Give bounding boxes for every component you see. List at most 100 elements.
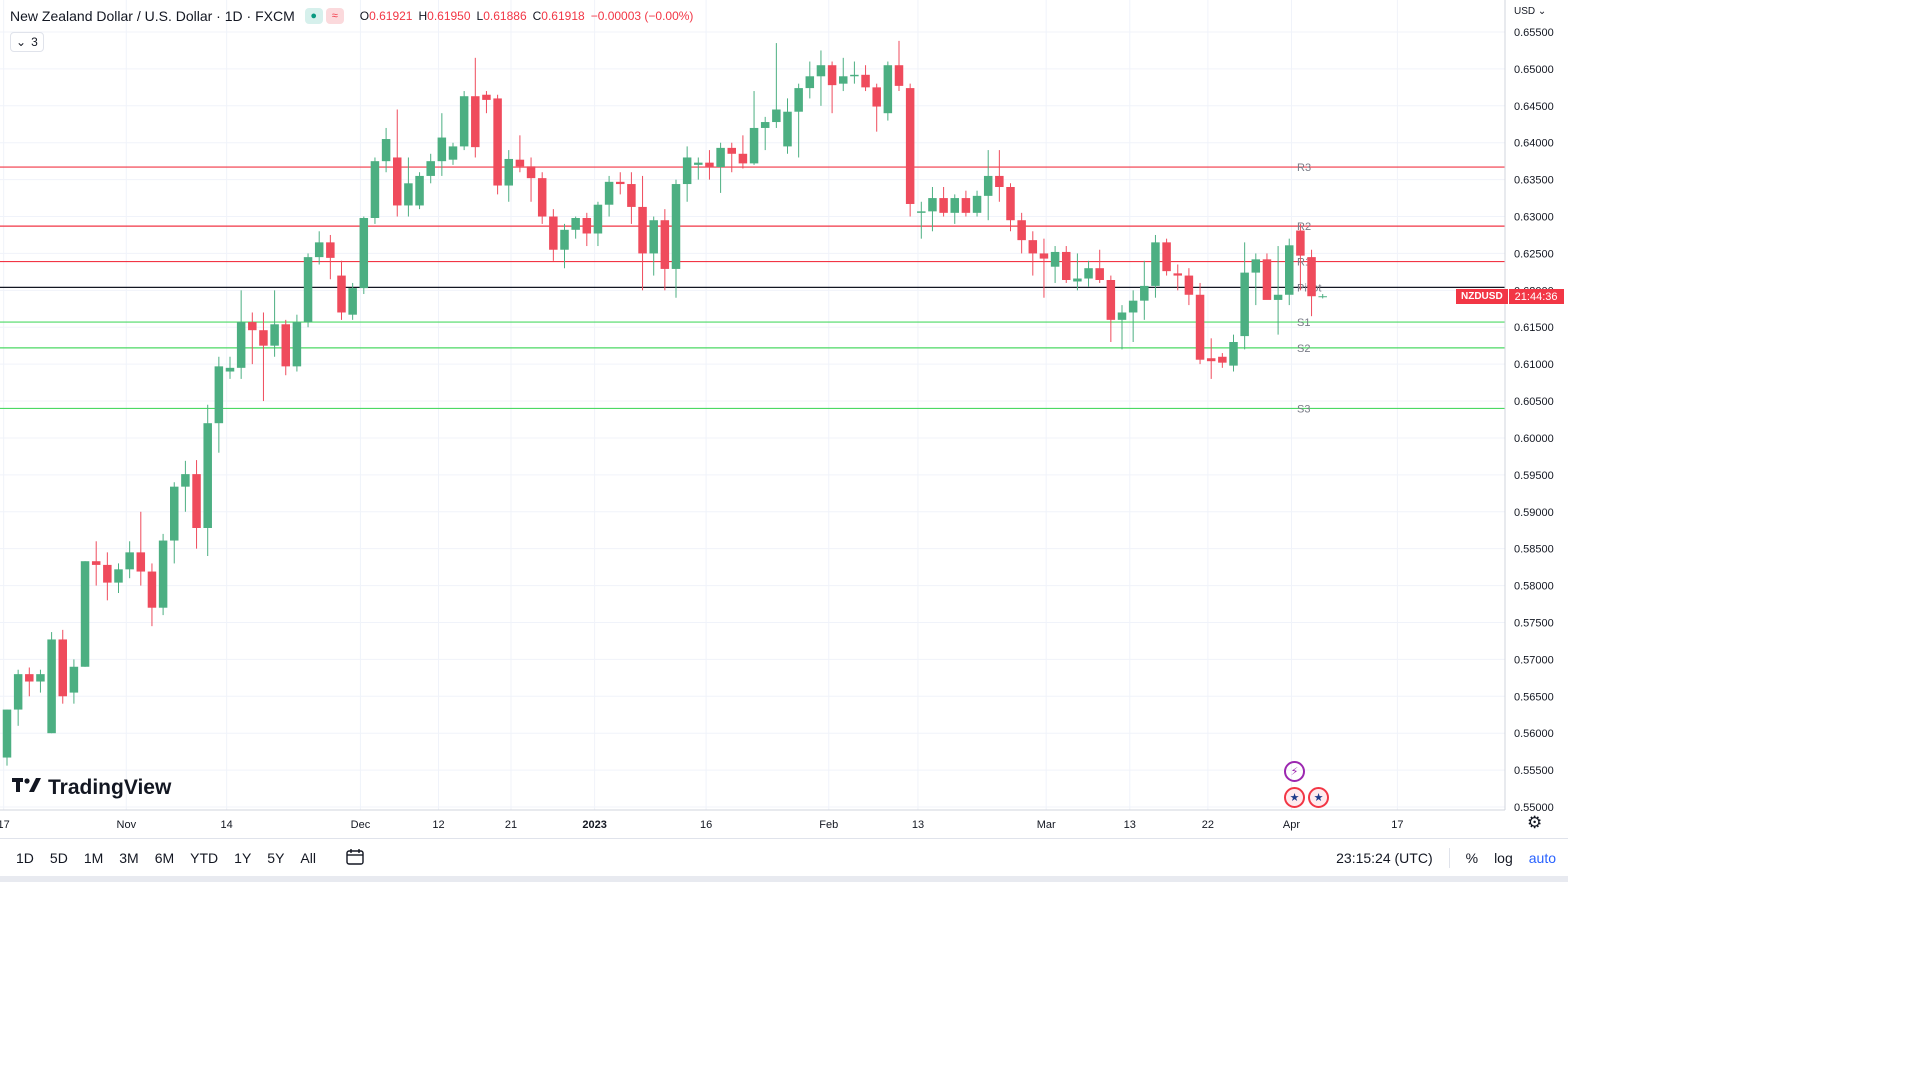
candle[interactable]	[493, 94, 502, 195]
candle[interactable]	[1084, 260, 1093, 287]
candle[interactable]	[537, 172, 547, 224]
candle[interactable]	[1162, 238, 1171, 276]
candle[interactable]	[459, 91, 469, 151]
candle[interactable]	[593, 201, 603, 247]
symbol-title[interactable]: New Zealand Dollar / U.S. Dollar · 1D · …	[10, 8, 295, 24]
candle[interactable]	[660, 209, 670, 291]
candle[interactable]	[359, 216, 369, 295]
candle[interactable]	[582, 212, 592, 247]
candle[interactable]	[1195, 282, 1205, 365]
candle[interactable]	[983, 150, 993, 221]
candle[interactable]	[1285, 238, 1294, 306]
candle[interactable]	[905, 83, 915, 217]
candle[interactable]	[727, 142, 737, 173]
currency-selector[interactable]: USD ⌄	[1514, 6, 1546, 17]
candle[interactable]	[13, 669, 23, 726]
candle[interactable]	[939, 187, 948, 217]
candle[interactable]	[783, 98, 792, 154]
candle[interactable]	[292, 314, 302, 372]
candle[interactable]	[1218, 353, 1227, 368]
candle[interactable]	[370, 157, 380, 224]
candle[interactable]	[248, 312, 257, 365]
candle[interactable]	[1128, 290, 1138, 342]
candle[interactable]	[805, 61, 815, 99]
candle[interactable]	[47, 632, 56, 734]
indicators-collapse-button[interactable]: ⌄ 3	[10, 32, 44, 52]
candle[interactable]	[158, 533, 168, 616]
candle[interactable]	[482, 91, 491, 114]
candle[interactable]	[627, 172, 636, 224]
candle[interactable]	[972, 190, 982, 217]
candle[interactable]	[839, 57, 848, 92]
candle[interactable]	[1296, 223, 1305, 291]
candle[interactable]	[961, 190, 971, 217]
percent-scale-button[interactable]: %	[1465, 850, 1479, 866]
candle[interactable]	[571, 216, 580, 239]
price-chart[interactable]: R3R2R1PivotS1S2S3 0.550000.555000.560000…	[0, 0, 1568, 882]
candle[interactable]	[91, 541, 101, 586]
range-all-button[interactable]: All	[300, 850, 316, 866]
log-scale-button[interactable]: log	[1494, 850, 1513, 866]
candle[interactable]	[1307, 249, 1316, 317]
candle[interactable]	[1028, 231, 1038, 276]
candle[interactable]	[281, 319, 291, 376]
candle[interactable]	[25, 667, 34, 697]
candle[interactable]	[504, 150, 514, 202]
candle[interactable]	[1173, 264, 1183, 291]
candle[interactable]	[526, 157, 536, 202]
candle[interactable]	[1273, 246, 1283, 335]
candle[interactable]	[705, 150, 714, 180]
us-flag-event-icon[interactable]: ★	[1308, 787, 1329, 808]
candle[interactable]	[1017, 212, 1026, 254]
range-3m-button[interactable]: 3M	[119, 850, 139, 866]
candle[interactable]	[437, 113, 447, 176]
candle[interactable]	[772, 43, 781, 128]
candle[interactable]	[1039, 238, 1049, 298]
candle[interactable]	[236, 290, 246, 379]
range-1y-button[interactable]: 1Y	[234, 850, 252, 866]
candle[interactable]	[827, 61, 837, 114]
candle[interactable]	[80, 561, 90, 667]
market-status-icon[interactable]: ●	[304, 8, 323, 24]
candle[interactable]	[1251, 253, 1261, 306]
candle[interactable]	[928, 187, 937, 232]
candle[interactable]	[872, 83, 881, 132]
candle[interactable]	[69, 659, 79, 704]
candle[interactable]	[560, 223, 569, 269]
candle[interactable]	[1151, 234, 1160, 298]
candle[interactable]	[716, 142, 725, 193]
candle[interactable]	[816, 50, 826, 106]
candle[interactable]	[103, 552, 112, 601]
candle[interactable]	[1318, 294, 1327, 299]
candle[interactable]	[604, 175, 614, 217]
candle[interactable]	[314, 231, 324, 265]
candle[interactable]	[2, 709, 12, 766]
range-6m-button[interactable]: 6M	[154, 850, 175, 866]
candle[interactable]	[616, 172, 625, 195]
candle[interactable]	[694, 157, 703, 180]
candle[interactable]	[326, 234, 335, 280]
candle[interactable]	[125, 541, 134, 579]
candle[interactable]	[917, 201, 926, 239]
candle[interactable]	[170, 482, 179, 564]
candle[interactable]	[1206, 338, 1216, 379]
range-5d-button[interactable]: 5D	[49, 850, 68, 866]
candle[interactable]	[426, 153, 435, 184]
candle[interactable]	[1117, 305, 1127, 350]
candle[interactable]	[393, 109, 402, 217]
candle[interactable]	[850, 61, 859, 84]
candle[interactable]	[1062, 246, 1071, 283]
candle[interactable]	[894, 40, 904, 92]
candle[interactable]	[36, 669, 45, 693]
auto-scale-button[interactable]: auto	[1528, 850, 1556, 866]
candle[interactable]	[192, 460, 201, 549]
candle[interactable]	[861, 65, 870, 92]
candle[interactable]	[1140, 260, 1149, 320]
candle[interactable]	[760, 116, 770, 151]
range-1d-button[interactable]: 1D	[16, 850, 34, 866]
candle[interactable]	[136, 511, 146, 586]
range-ytd-button[interactable]: YTD	[190, 850, 219, 866]
candle[interactable]	[147, 563, 157, 627]
candle[interactable]	[1073, 253, 1082, 291]
candle[interactable]	[1106, 275, 1116, 342]
